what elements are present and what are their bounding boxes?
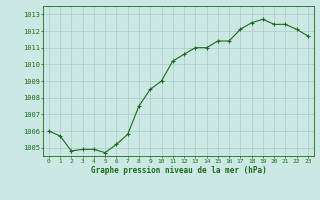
X-axis label: Graphe pression niveau de la mer (hPa): Graphe pression niveau de la mer (hPa) bbox=[91, 166, 266, 175]
